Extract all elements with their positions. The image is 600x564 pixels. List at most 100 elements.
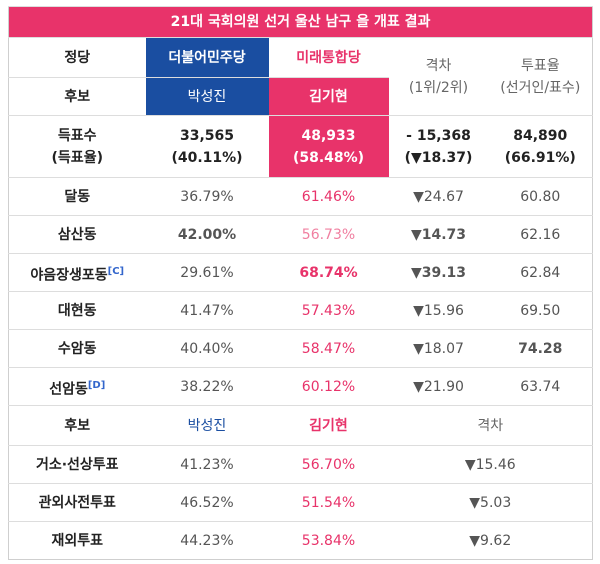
cell-text: (▼18.37) <box>404 149 473 166</box>
table-cell: ▼18.07 <box>388 329 489 368</box>
table-cell: 재외투표 <box>8 521 146 560</box>
table-cell: ▼21.90 <box>388 367 489 406</box>
cell-text: 미래통합당 <box>296 49 361 66</box>
table-cell: 후보 <box>8 77 146 116</box>
table-cell: 박성진 <box>145 405 269 446</box>
table-cell: ▼15.96 <box>388 291 489 330</box>
table-row: 득표수 (득표율) 33,565 (40.11%) 48,933 (58.48%) - 15… <box>8 115 593 178</box>
cell-text: 야음장생포동 <box>30 267 108 284</box>
table-cell: 거소·선상투표 <box>8 445 146 484</box>
table-cell: 삼산동 <box>8 215 146 254</box>
cell-text: 61.46% <box>301 188 356 205</box>
cell-text: 선암동 <box>49 381 88 398</box>
cell-text: ▼15.96 <box>413 302 464 319</box>
cell-text: ▼39.13 <box>410 264 467 281</box>
cell-text: 63.74 <box>520 378 561 395</box>
table-cell: 36.79% <box>145 177 269 216</box>
cell-text: 거소·선상투표 <box>35 456 119 473</box>
table-cell: 42.00% <box>145 215 269 254</box>
cell-text: 68.74% <box>299 264 358 281</box>
footnote-link[interactable]: [C] <box>107 265 125 277</box>
cell-text: 53.84% <box>301 532 356 549</box>
table-cell: 대현동 <box>8 291 146 330</box>
cell-text: 41.23% <box>180 456 234 473</box>
table-cell: 21대 국회의원 선거 울산 남구 을 개표 결과 <box>8 6 593 38</box>
cell-text: 62.84 <box>520 264 561 281</box>
table-cell: 득표수 (득표율) <box>8 115 146 178</box>
cell-text: 60.80 <box>520 188 561 205</box>
table-cell: 48,933 (58.48%) <box>268 115 389 178</box>
table-cell: 63.74 <box>488 367 593 406</box>
cell-text: 48,933 <box>301 127 356 144</box>
cell-text: 삼산동 <box>57 226 97 243</box>
table-cell: 41.47% <box>145 291 269 330</box>
cell-text: (득표율) <box>51 149 103 166</box>
cell-text: 44.23% <box>180 532 234 549</box>
cell-text: ▼5.03 <box>469 494 512 511</box>
table-cell: ▼39.13 <box>388 253 489 292</box>
cell-text: 후보 <box>64 88 91 105</box>
table-row: 후보 박성진 김기현 <box>8 77 593 116</box>
table-cell: 46.52% <box>145 483 269 522</box>
table-cell: 29.61% <box>145 253 269 292</box>
table-cell: 61.46% <box>268 177 389 216</box>
cell-text: ▼15.46 <box>464 456 516 473</box>
table-cell: 51.54% <box>268 483 389 522</box>
cell-text: 득표수 <box>57 127 97 144</box>
footnote-ref: [C] <box>108 263 124 277</box>
cell-text: 56.73% <box>301 226 356 243</box>
cell-text: 김기현 <box>309 417 348 434</box>
table-cell: 투표율 (선거인/표수) <box>488 37 593 116</box>
table-row: 정당 더불어민주당 미래통합당 격차 (1위/2위) 투표율 (선거인/표수) <box>8 37 593 116</box>
cell-text: 46.52% <box>180 494 234 511</box>
cell-text: 격차 <box>425 57 452 74</box>
cell-text: 관외사전투표 <box>38 494 116 511</box>
cell-text: 51.54% <box>301 494 356 511</box>
cell-text: 38.22% <box>180 378 234 395</box>
table-cell: 38.22% <box>145 367 269 406</box>
cell-text: 김기현 <box>309 88 348 105</box>
cell-text: 56.70% <box>301 456 356 473</box>
table-cell: 정당 <box>8 37 146 78</box>
cell-text: 33,565 <box>179 127 235 144</box>
cell-text: 60.12% <box>301 378 356 395</box>
cell-text: 박성진 <box>187 417 227 434</box>
table-cell: ▼15.46 <box>388 445 593 484</box>
cell-text: ▼24.67 <box>413 188 464 205</box>
table-body: 21대 국회의원 선거 울산 남구 을 개표 결과 정당 더불어민주당 미래통합당 격차… <box>8 6 593 560</box>
table-cell: 74.28 <box>488 329 593 368</box>
cell-text: 격차 <box>477 417 504 434</box>
cell-text: 재외투표 <box>51 532 104 549</box>
cell-text: 57.43% <box>301 302 356 319</box>
cell-text: 74.28 <box>518 340 563 357</box>
table-cell: ▼24.67 <box>388 177 489 216</box>
table-cell: 53.84% <box>268 521 389 560</box>
cell-text: (40.11%) <box>171 149 243 166</box>
table-row: 관외사전투표 46.52% 51.54% ▼5.03 <box>8 483 593 522</box>
table-cell: 더불어민주당 <box>145 37 269 78</box>
cell-text: 41.47% <box>180 302 234 319</box>
table-row: 수암동 40.40% 58.47% ▼18.07 74.28 <box>8 329 593 368</box>
table-cell: 김기현 <box>268 77 389 116</box>
table-cell: 57.43% <box>268 291 389 330</box>
table-row: 삼산동 42.00% 56.73% ▼14.73 62.16 <box>8 215 593 254</box>
table-cell: 60.80 <box>488 177 593 216</box>
footnote-link[interactable]: [D] <box>87 379 106 391</box>
table-row: 달동 36.79% 61.46% ▼24.67 60.80 <box>8 177 593 216</box>
cell-text: 수암동 <box>57 340 97 357</box>
table-cell: 관외사전투표 <box>8 483 146 522</box>
table-cell: 후보 <box>8 405 146 446</box>
table-row: 야음장생포동[C] 29.61% 68.74% ▼39.13 62.84 <box>8 253 593 292</box>
cell-text: 69.50 <box>520 302 561 319</box>
table-cell: 수암동 <box>8 329 146 368</box>
table-cell: 미래통합당 <box>268 37 389 78</box>
cell-text: (58.48%) <box>292 149 365 166</box>
table-cell: 선암동[D] <box>8 367 146 406</box>
table-cell: 56.73% <box>268 215 389 254</box>
table-cell: 김기현 <box>268 405 389 446</box>
table-cell: 58.47% <box>268 329 389 368</box>
cell-text: ▼18.07 <box>413 340 464 357</box>
cell-text: ▼9.62 <box>469 532 512 549</box>
cell-text: 40.40% <box>180 340 234 357</box>
cell-text: 84,890 <box>513 127 568 144</box>
